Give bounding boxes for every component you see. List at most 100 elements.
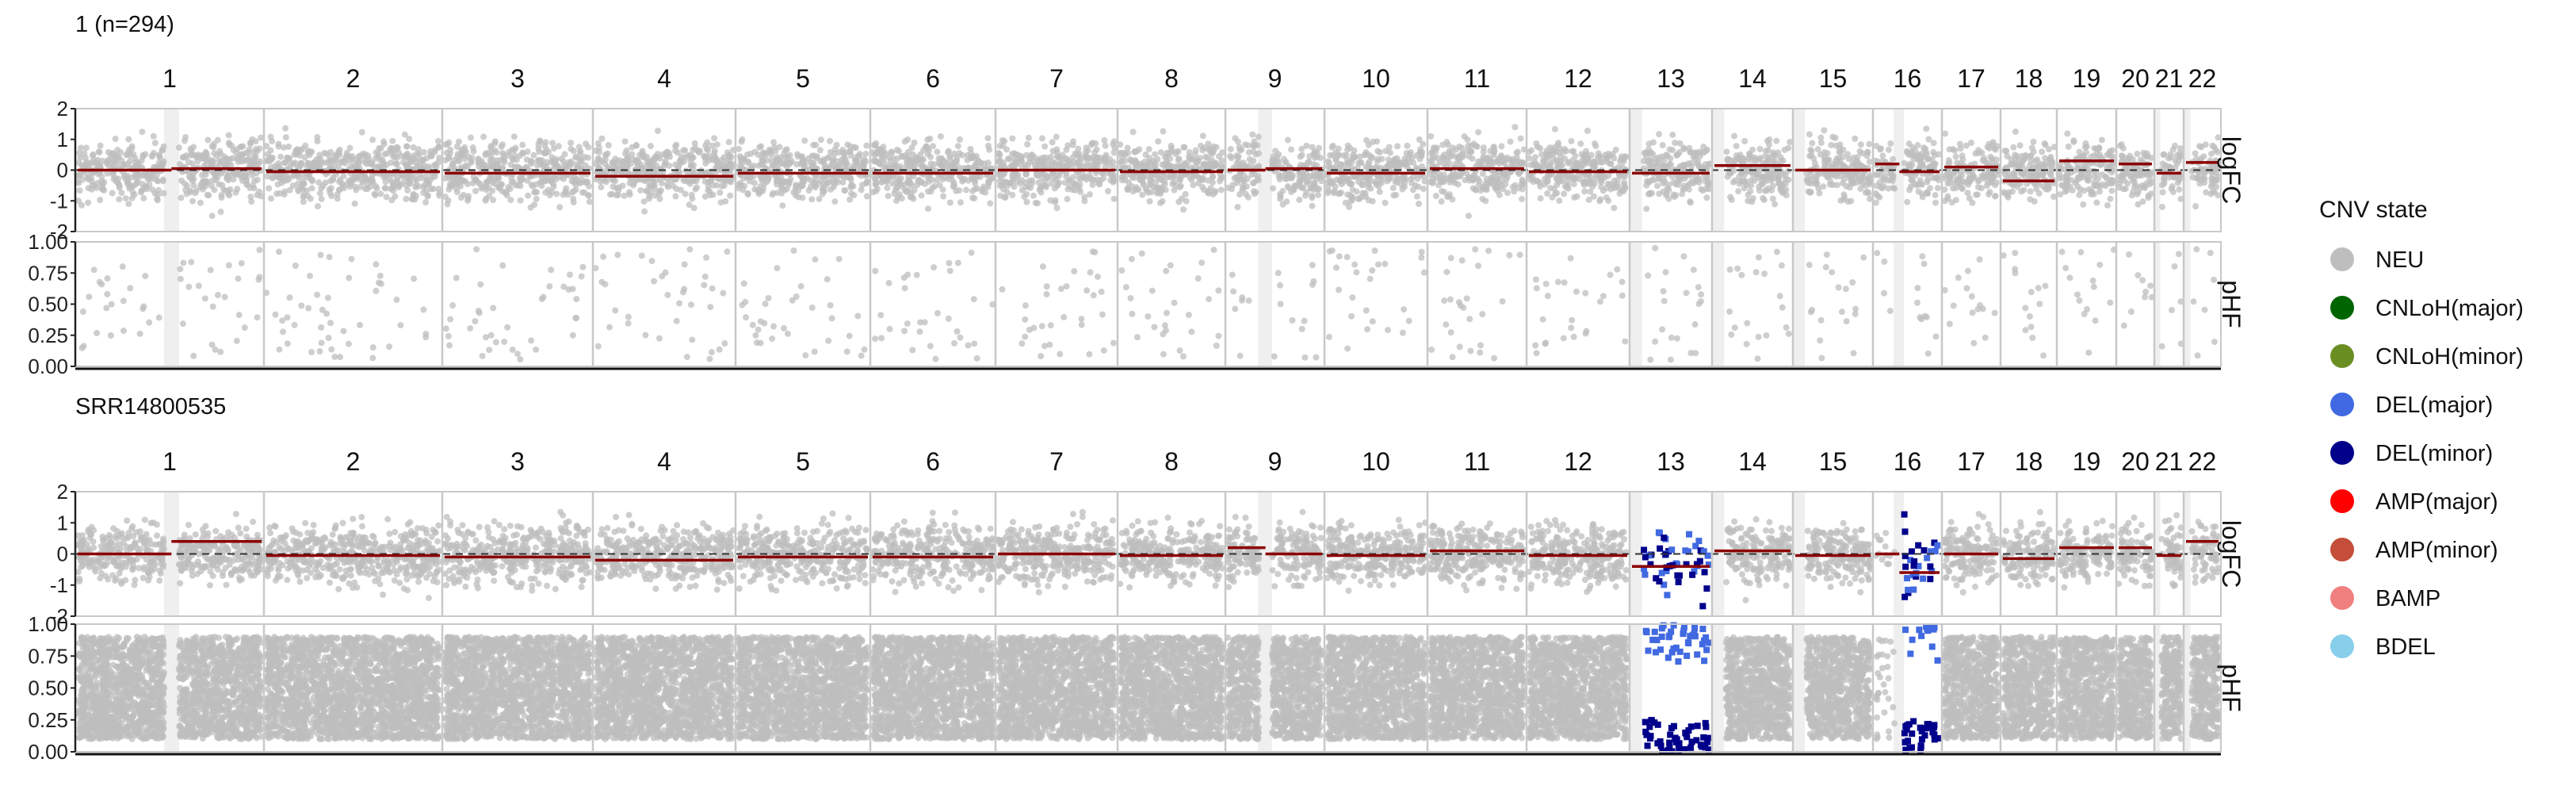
data-point: [127, 152, 134, 159]
data-point: [709, 191, 717, 198]
data-point: [1609, 183, 1616, 190]
data-point: [629, 151, 636, 158]
data-point: [1597, 174, 1604, 181]
data-point: [1581, 188, 1588, 195]
data-point: [1175, 148, 1182, 155]
data-point: [1101, 136, 1108, 144]
data-point: [1852, 135, 1859, 142]
data-point: [294, 180, 301, 187]
sample-block-1: 1 (n=294)1 2 3 4 5 6 7 8 9 10 11 12 13 14 15 16 17 18 19 20…: [28, 12, 2245, 378]
data-point: [682, 147, 689, 154]
data-point: [457, 151, 464, 158]
data-point: [1656, 131, 1663, 138]
data-point: [501, 155, 508, 162]
data-point: [389, 137, 396, 144]
data-point: [519, 141, 526, 148]
data-point: [138, 157, 145, 164]
data-point: [689, 155, 696, 162]
data-point: [1946, 159, 1953, 167]
data-point: [673, 141, 680, 148]
data-point: [1913, 182, 1921, 189]
data-point: [1240, 185, 1247, 192]
data-point: [1702, 148, 1709, 155]
data-point: [831, 150, 838, 157]
data-point: [1378, 155, 1385, 163]
data-point: [444, 201, 451, 208]
data-point: [1102, 142, 1109, 149]
data-point: [1669, 147, 1676, 154]
data-point: [89, 182, 96, 189]
data-point: [1561, 190, 1568, 197]
data-point: [937, 133, 944, 140]
data-point: [1358, 159, 1365, 167]
data-point: [570, 148, 577, 155]
data-point: [877, 161, 884, 168]
data-point: [1415, 200, 1422, 207]
data-point: [1122, 151, 1129, 159]
data-point: [144, 176, 151, 183]
data-point: [1723, 148, 1730, 155]
data-point: [1453, 172, 1460, 179]
data-point: [267, 133, 274, 140]
data-point: [1059, 151, 1066, 159]
data-point: [1549, 194, 1556, 201]
data-point: [1309, 144, 1316, 151]
data-point: [826, 137, 833, 144]
data-point: [702, 156, 709, 163]
data-point: [549, 157, 556, 164]
data-point: [617, 166, 624, 173]
data-point: [1817, 134, 1825, 141]
data-point: [97, 197, 104, 204]
data-point: [901, 138, 908, 145]
data-point: [1992, 193, 1999, 200]
data-point: [1008, 151, 1015, 158]
data-point: [1461, 133, 1468, 140]
data-point: [1281, 155, 1288, 163]
data-point: [104, 158, 111, 165]
data-point: [491, 138, 499, 145]
data-point: [252, 152, 259, 159]
data-point: [1249, 142, 1256, 149]
data-point: [1356, 195, 1363, 202]
data-point: [662, 159, 669, 167]
data-point: [1504, 154, 1511, 161]
data-point: [1350, 151, 1357, 159]
data-point: [1429, 148, 1436, 155]
data-point: [1570, 148, 1577, 155]
data-point: [537, 159, 545, 167]
data-point: [905, 178, 912, 185]
data-point: [531, 189, 538, 196]
data-point: [1129, 188, 1137, 195]
data-point: [1404, 142, 1411, 149]
data-point: [801, 137, 808, 144]
data-point: [863, 193, 870, 200]
data-point: [1479, 171, 1486, 178]
data-point: [159, 176, 166, 183]
data-point: [652, 167, 659, 174]
data-point: [530, 151, 537, 159]
data-point: [841, 186, 848, 194]
data-point: [160, 143, 167, 150]
data-point: [1313, 153, 1320, 160]
data-point: [1479, 195, 1486, 202]
data-point: [419, 157, 426, 164]
data-point: [711, 135, 718, 142]
data-point: [1612, 146, 1619, 153]
data-point: [872, 176, 879, 183]
data-point: [187, 151, 194, 159]
data-point: [1288, 146, 1295, 153]
data-point: [980, 183, 988, 190]
data-point: [427, 151, 434, 158]
data-point: [1844, 151, 1851, 158]
data-point: [798, 182, 805, 190]
data-point: [1246, 162, 1253, 169]
data-point: [1856, 148, 1863, 155]
data-point: [1467, 148, 1474, 155]
data-point: [1367, 185, 1374, 192]
data-point: [348, 155, 355, 163]
data-point: [1753, 171, 1760, 178]
data-point: [755, 190, 762, 197]
data-point: [116, 196, 123, 203]
data-point: [951, 182, 958, 190]
data-point: [194, 158, 201, 165]
